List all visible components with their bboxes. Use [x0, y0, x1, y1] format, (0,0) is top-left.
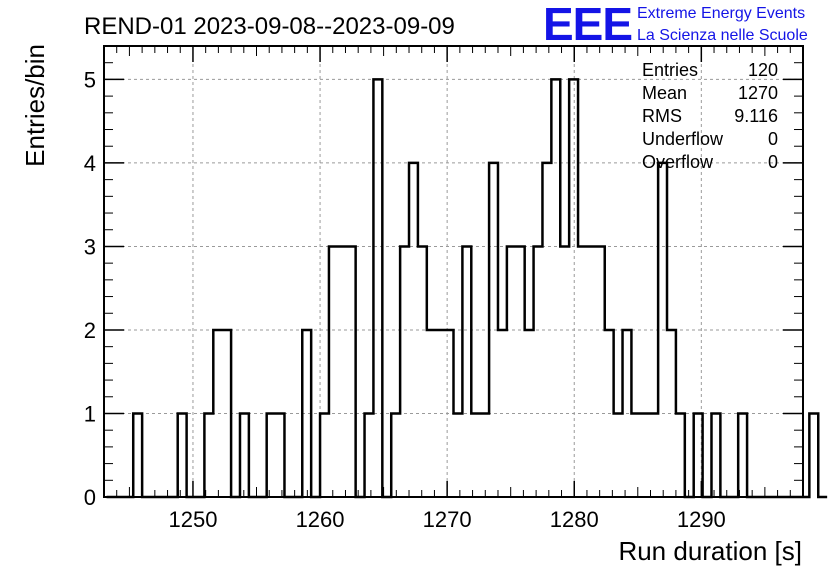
stats-entries-label: Entries [642, 60, 698, 80]
grid-lines [104, 46, 803, 497]
stats-mean-value: 1270 [738, 83, 778, 103]
plot-frame [103, 45, 804, 498]
x-tick-label: 1260 [296, 507, 345, 532]
logo-line-1: Extreme Energy Events [637, 5, 805, 22]
stats-rms-value: 9.116 [734, 106, 778, 126]
x-tick-label: 1280 [550, 507, 599, 532]
stats-underflow-value: 0 [768, 129, 778, 149]
x-axis-title: Run duration [s] [618, 536, 802, 566]
x-tick-label: 1270 [423, 507, 472, 532]
axis-ticks [103, 46, 804, 498]
logo-line-2: La Scienza nelle Scuole [637, 27, 808, 44]
stats-box: Entries 120 Mean 1270 RMS 9.116 Underflo… [642, 60, 778, 172]
x-tick-label: 1290 [677, 507, 726, 532]
chart-title: REND-01 2023-09-08--2023-09-09 [84, 13, 455, 40]
histogram-outline [106, 78, 828, 499]
y-tick-label: 5 [84, 67, 96, 92]
stats-overflow-value: 0 [768, 152, 778, 172]
y-tick-label: 2 [84, 318, 96, 343]
tick-labels: 1250 1260 1270 1280 1290 0 1 2 3 4 5 [84, 67, 726, 532]
stats-rms-label: RMS [642, 106, 682, 126]
stats-underflow-label: Underflow [642, 129, 724, 149]
eee-logo: EEE Extreme Energy Events La Scienza nel… [543, 0, 808, 50]
stats-mean-label: Mean [642, 83, 687, 103]
y-tick-label: 3 [84, 234, 96, 259]
stats-entries-value: 120 [748, 60, 778, 80]
logo-mark: EEE [543, 0, 632, 50]
y-tick-label: 0 [84, 485, 96, 510]
y-tick-label: 1 [84, 401, 96, 426]
x-tick-label: 1250 [168, 507, 217, 532]
y-tick-label: 4 [84, 151, 96, 176]
stats-overflow-label: Overflow [642, 152, 714, 172]
y-axis-title: Entries/bin [20, 44, 50, 167]
